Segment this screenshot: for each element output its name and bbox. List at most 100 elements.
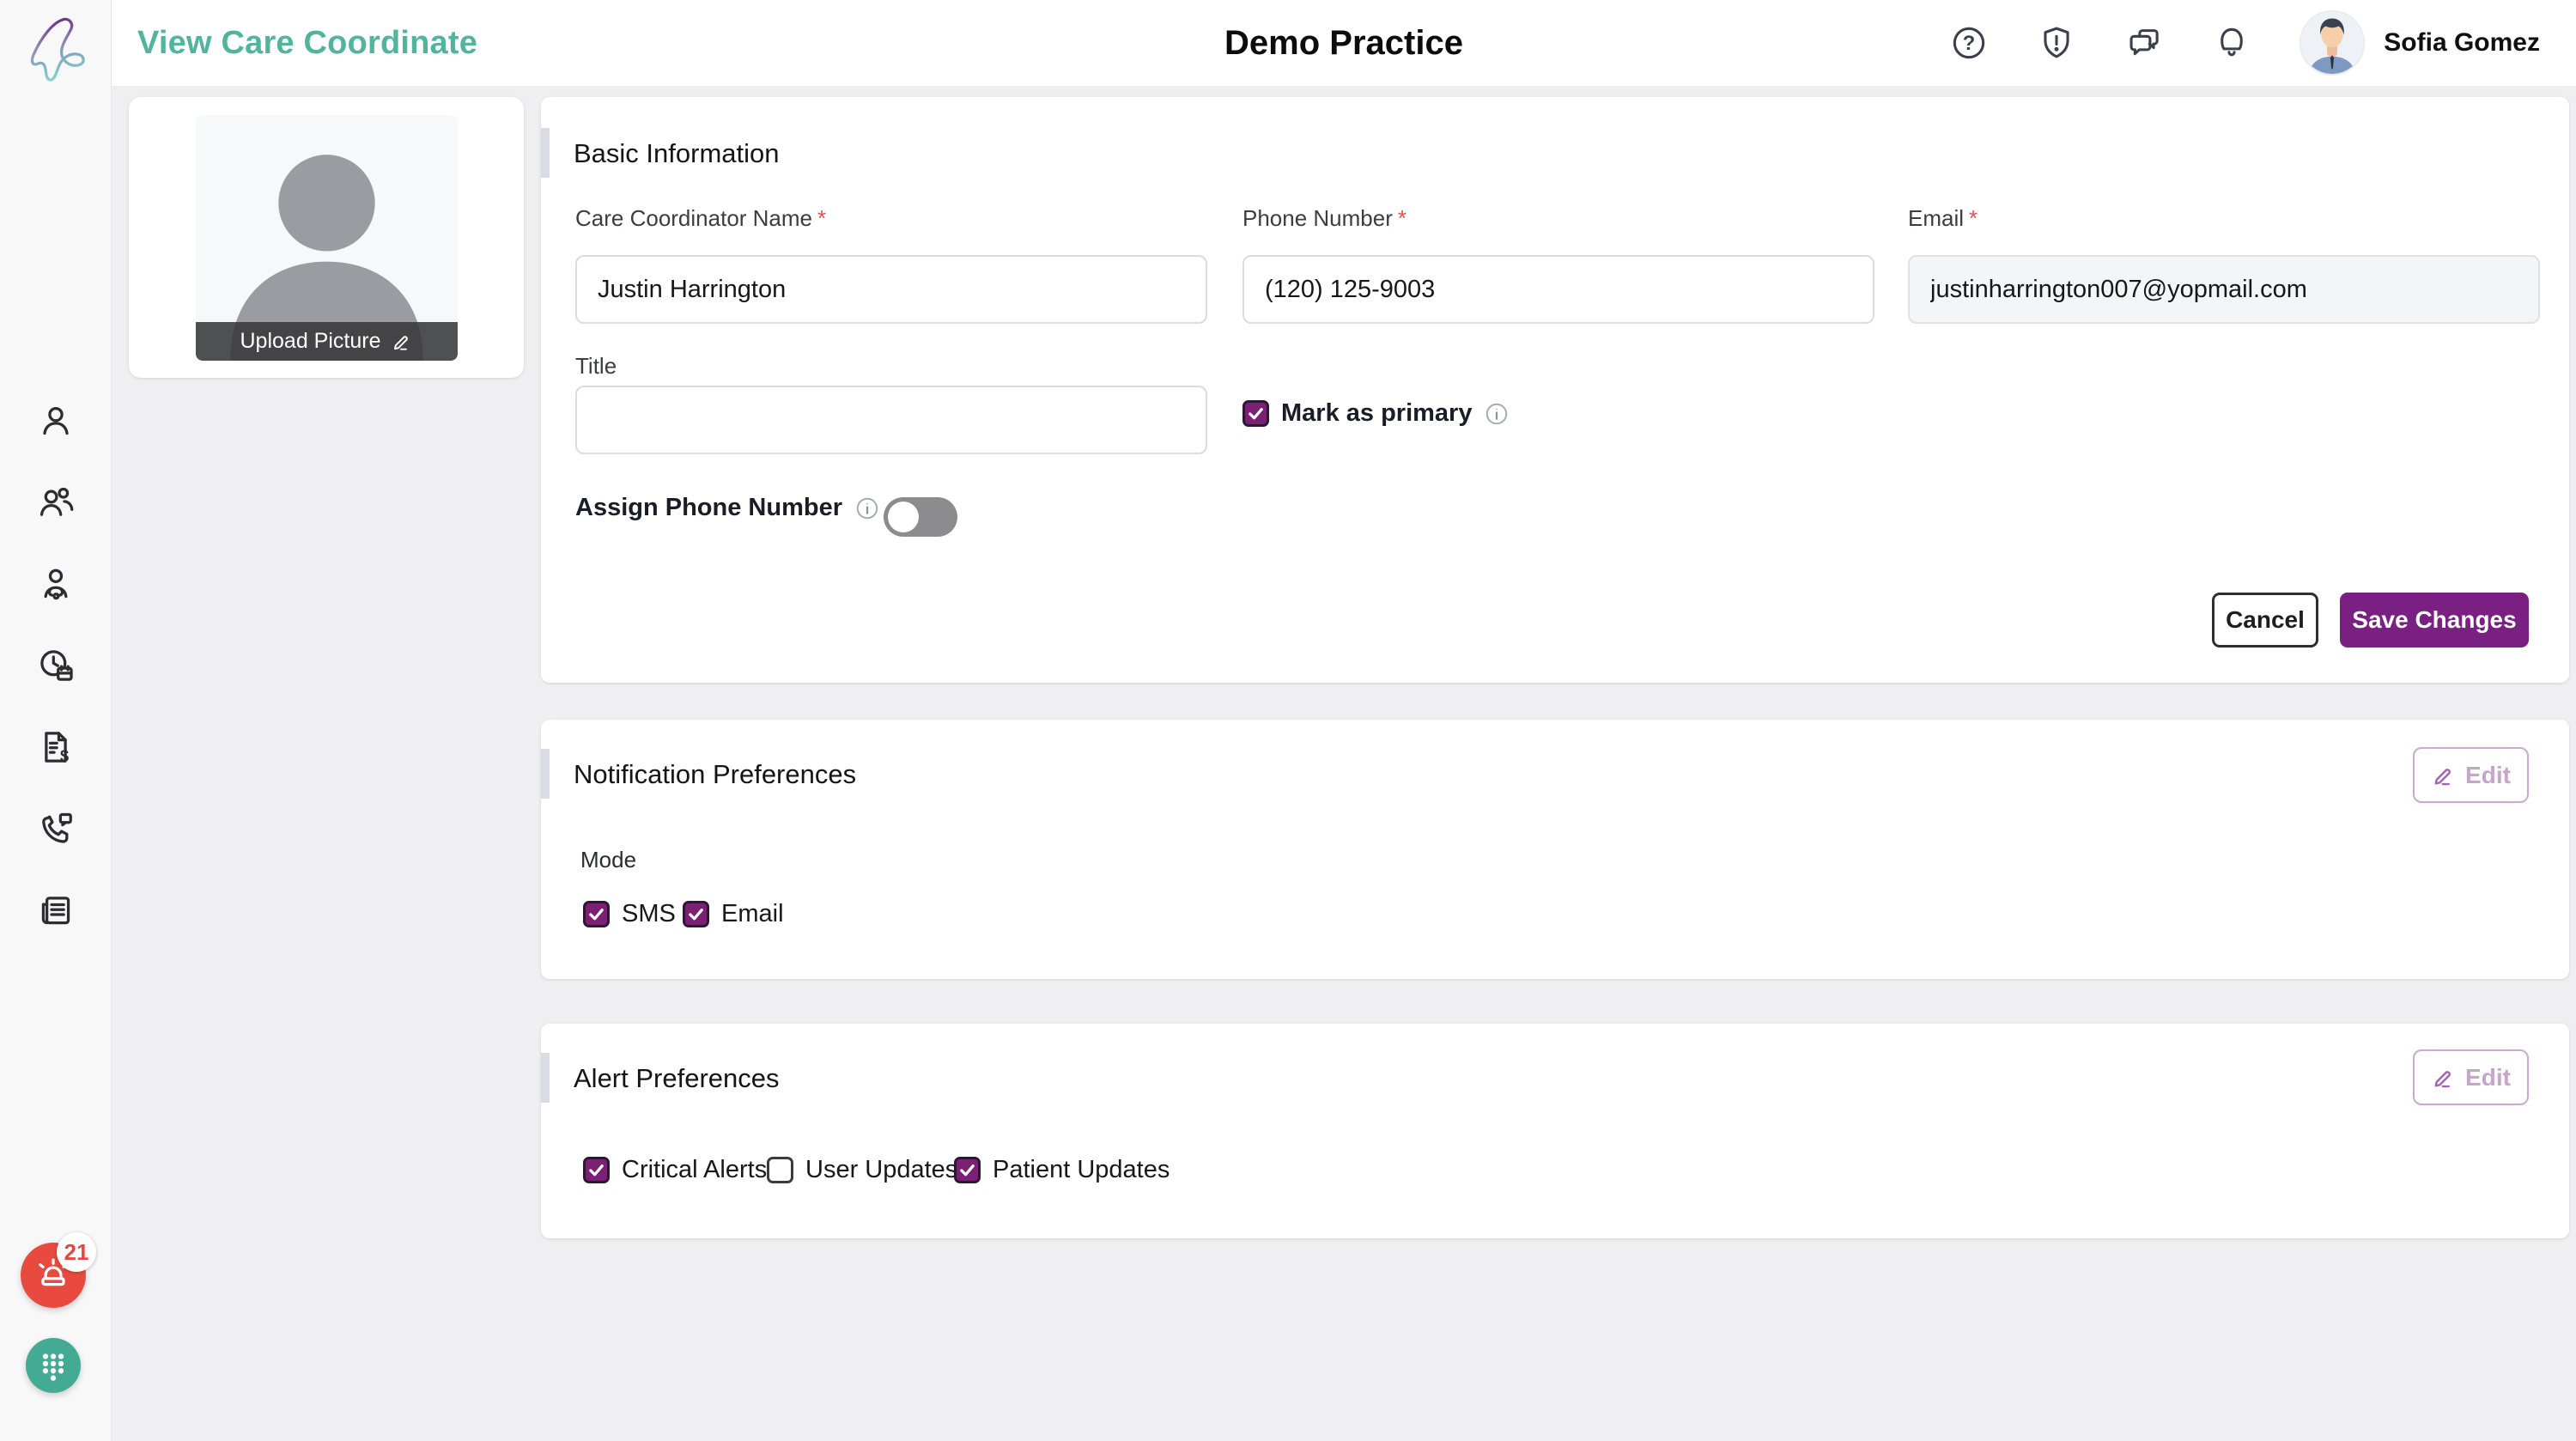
assign-phone-toggle[interactable] — [884, 497, 957, 537]
email-checkbox[interactable] — [683, 901, 709, 927]
checkmark-icon — [689, 909, 703, 921]
title-input[interactable] — [575, 386, 1207, 454]
pencil-icon — [394, 335, 409, 350]
required-marker: * — [817, 205, 827, 231]
edit-notification-preferences-button[interactable]: Edit — [2413, 747, 2529, 803]
pencil-icon — [2434, 768, 2451, 785]
info-icon[interactable] — [1484, 401, 1510, 427]
sidebar-item-call-log[interactable] — [36, 809, 76, 848]
checkmark-icon — [589, 1164, 604, 1177]
basic-information-title: Basic Information — [574, 138, 780, 168]
sidebar-item-news[interactable] — [36, 891, 76, 930]
critical-alerts-row: Critical Alerts — [583, 1156, 767, 1184]
user-name: Sofia Gomez — [2384, 28, 2540, 57]
header-actions: ? — [1949, 0, 2540, 86]
mode-email-row: Email — [683, 900, 784, 928]
users-icon — [39, 487, 73, 516]
upload-picture-label: Upload Picture — [240, 329, 381, 353]
clinician-icon — [43, 568, 68, 600]
edit-label: Edit — [2465, 761, 2511, 788]
phone-label: Phone Number * — [1242, 205, 1407, 231]
user-menu[interactable]: Sofia Gomez — [2300, 10, 2540, 76]
alerts-button[interactable] — [2037, 23, 2076, 63]
dialpad-icon — [42, 1353, 64, 1381]
sms-checkbox[interactable] — [583, 901, 610, 927]
upload-picture-button[interactable]: Upload Picture — [196, 322, 458, 361]
section-accent-bar — [541, 128, 550, 178]
patient-updates-row: Patient Updates — [954, 1156, 1170, 1184]
required-marker: * — [1969, 205, 1978, 231]
email-label: Email * — [1908, 205, 1978, 231]
sms-label: SMS — [622, 900, 676, 927]
cancel-button[interactable]: Cancel — [2212, 593, 2318, 648]
email-input[interactable] — [1908, 255, 2540, 324]
page-title: View Care Coordinate — [137, 24, 478, 61]
notifications-button[interactable] — [2212, 23, 2251, 63]
messages-button[interactable] — [2124, 23, 2164, 63]
email-label: Email — [721, 900, 784, 927]
sidebar-item-users[interactable] — [36, 483, 76, 522]
avatar-image — [2301, 12, 2364, 74]
user-icon — [42, 406, 69, 435]
mark-primary-label: Mark as primary — [1281, 399, 1473, 427]
sidebar-item-billing[interactable]: $ — [36, 727, 76, 767]
save-changes-button[interactable]: Save Changes — [2340, 593, 2529, 648]
name-input[interactable] — [575, 255, 1207, 324]
phone-input[interactable] — [1242, 255, 1874, 324]
user-updates-row: User Updates — [767, 1156, 957, 1184]
svg-text:?: ? — [1963, 32, 1976, 55]
mark-primary-checkbox[interactable] — [1242, 400, 1269, 427]
edit-label: Edit — [2465, 1063, 2511, 1091]
schedule-icon — [39, 650, 73, 681]
notification-preferences-section: Notification Preferences Edit Mode SMS E… — [541, 720, 2569, 979]
checkmark-icon — [1249, 408, 1263, 420]
app-logo[interactable] — [10, 7, 100, 96]
user-updates-checkbox[interactable] — [767, 1157, 793, 1183]
messages-icon — [2129, 29, 2159, 56]
edit-alert-preferences-button[interactable]: Edit — [2413, 1049, 2529, 1105]
patient-updates-label: Patient Updates — [993, 1156, 1170, 1183]
toggle-knob — [888, 502, 919, 532]
basic-information-section: Basic Information Care Coordinator Name *… — [541, 97, 2569, 683]
alert-preferences-title: Alert Preferences — [574, 1063, 780, 1093]
alert-preferences-section: Alert Preferences Edit Critical Alerts U… — [541, 1024, 2569, 1238]
news-icon — [41, 897, 70, 925]
notification-preferences-title: Notification Preferences — [574, 759, 857, 789]
logo-squiggle-icon — [30, 17, 85, 82]
help-button[interactable]: ? — [1949, 23, 1989, 63]
sidebar-item-clinician[interactable] — [36, 564, 76, 604]
sidebar-nav: $ — [0, 401, 111, 930]
info-icon[interactable] — [854, 496, 880, 521]
assign-phone-row: Assign Phone Number — [575, 494, 880, 522]
dialer-fab[interactable] — [26, 1338, 81, 1393]
section-accent-bar — [541, 1053, 550, 1103]
user-updates-label: User Updates — [805, 1156, 958, 1183]
mark-primary-row: Mark as primary — [1242, 399, 1510, 428]
sidebar: $ — [0, 0, 112, 1441]
profile-picture-card: Upload Picture — [129, 97, 524, 378]
practice-name: Demo Practice — [1224, 23, 1463, 62]
pencil-icon — [2434, 1070, 2451, 1087]
shield-alert-icon — [2044, 27, 2069, 58]
checkmark-icon — [960, 1164, 975, 1177]
svg-text:$: $ — [59, 747, 68, 764]
critical-alerts-fab[interactable]: 21 — [21, 1232, 96, 1308]
billing-icon: $ — [44, 732, 69, 764]
profile-photo-box: Upload Picture — [196, 115, 458, 361]
mode-sms-row: SMS — [583, 900, 676, 928]
sidebar-item-user[interactable] — [36, 401, 76, 441]
checkmark-icon — [589, 909, 604, 921]
assign-phone-label: Assign Phone Number — [575, 494, 842, 521]
critical-alerts-checkbox[interactable] — [583, 1157, 610, 1183]
critical-alerts-label: Critical Alerts — [622, 1156, 768, 1183]
call-log-icon — [41, 812, 72, 843]
help-icon: ? — [1953, 27, 1985, 59]
title-label: Title — [575, 353, 617, 379]
name-label: Care Coordinator Name * — [575, 205, 827, 231]
sidebar-item-schedule[interactable] — [36, 646, 76, 685]
patient-updates-checkbox[interactable] — [954, 1157, 981, 1183]
top-header: View Care Coordinate Demo Practice ? — [112, 0, 2576, 86]
section-accent-bar — [541, 749, 550, 799]
mode-label: Mode — [580, 847, 637, 873]
